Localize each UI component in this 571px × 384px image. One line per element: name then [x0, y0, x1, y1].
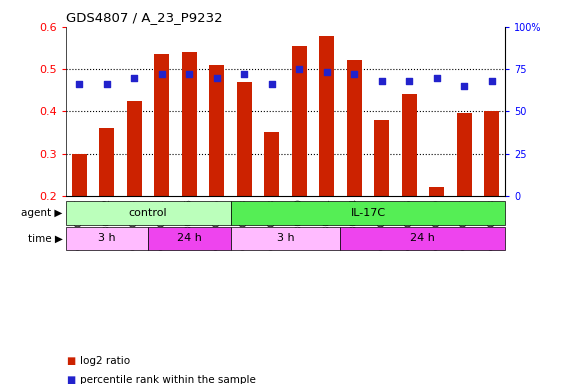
Point — [130, 74, 139, 81]
Text: ■: ■ — [66, 356, 75, 366]
Point — [487, 78, 496, 84]
Text: time ▶: time ▶ — [28, 233, 63, 243]
Bar — [66, 227, 148, 250]
Bar — [429, 187, 444, 196]
Text: log2 ratio: log2 ratio — [80, 356, 130, 366]
Point — [322, 70, 331, 76]
Bar — [154, 54, 170, 196]
Text: 3 h: 3 h — [277, 233, 294, 243]
Point — [460, 83, 469, 89]
Bar — [148, 227, 231, 250]
Bar — [231, 227, 340, 250]
Point — [212, 74, 222, 81]
Point — [157, 71, 166, 77]
Text: 24 h: 24 h — [177, 233, 202, 243]
Point — [75, 81, 84, 88]
Bar — [231, 201, 505, 225]
Point — [377, 78, 386, 84]
Point — [185, 71, 194, 77]
Point — [295, 66, 304, 72]
Bar — [347, 60, 362, 196]
Bar — [99, 128, 114, 196]
Bar — [66, 201, 231, 225]
Bar — [237, 82, 252, 196]
Bar — [401, 94, 417, 196]
Text: IL-17C: IL-17C — [351, 208, 385, 218]
Text: ■: ■ — [66, 375, 75, 384]
Bar — [484, 111, 499, 196]
Bar — [319, 36, 334, 196]
Bar — [457, 114, 472, 196]
Text: 24 h: 24 h — [411, 233, 435, 243]
Point — [267, 81, 276, 88]
Text: percentile rank within the sample: percentile rank within the sample — [80, 375, 256, 384]
Point — [349, 71, 359, 77]
Bar — [72, 154, 87, 196]
Bar — [182, 52, 197, 196]
Bar — [209, 65, 224, 196]
Point — [432, 74, 441, 81]
Point — [102, 81, 111, 88]
Text: control: control — [129, 208, 167, 218]
Text: GDS4807 / A_23_P9232: GDS4807 / A_23_P9232 — [66, 12, 222, 25]
Bar — [127, 101, 142, 196]
Point — [405, 78, 414, 84]
Point — [240, 71, 249, 77]
Text: agent ▶: agent ▶ — [22, 208, 63, 218]
Text: 3 h: 3 h — [98, 233, 116, 243]
Bar — [374, 120, 389, 196]
Bar — [340, 227, 505, 250]
Bar — [292, 46, 307, 196]
Bar — [264, 132, 279, 196]
